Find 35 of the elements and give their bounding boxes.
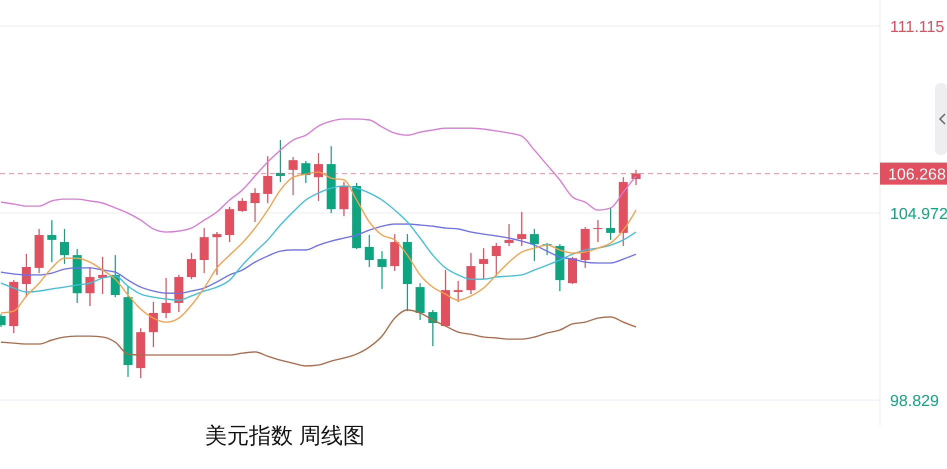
candlestick <box>454 280 463 303</box>
candlestick <box>47 220 56 263</box>
candlestick <box>85 266 94 307</box>
candlestick <box>301 160 310 184</box>
y-tick-label: 98.829 <box>890 393 940 410</box>
candlestick <box>187 252 196 280</box>
candlestick <box>250 188 260 223</box>
candlestick <box>200 227 209 274</box>
candlestick <box>288 156 298 196</box>
candlestick <box>364 234 374 268</box>
line-series <box>0 309 637 367</box>
candlestick <box>606 207 616 240</box>
candlestick <box>212 231 222 276</box>
candlestick <box>378 250 386 290</box>
candlestick <box>263 156 272 204</box>
candlestick <box>632 169 640 186</box>
candlestick <box>479 248 488 280</box>
candlestick <box>504 223 514 247</box>
candlestick <box>162 277 171 319</box>
text: 美元指数 周线图 <box>204 423 366 448</box>
y-tick-label: 111.115 <box>890 19 944 36</box>
ref-line-label: 106.268 <box>888 166 946 184</box>
candlestick <box>530 228 539 262</box>
candlestick <box>238 198 247 212</box>
line-series <box>0 185 637 301</box>
candlestick <box>339 181 348 217</box>
line-series <box>0 223 637 294</box>
candlestick <box>593 220 602 243</box>
candlestick <box>148 301 158 348</box>
candlestick <box>60 228 69 265</box>
candlestick <box>492 242 501 277</box>
candlestick <box>22 253 31 298</box>
candlestick <box>276 139 285 183</box>
y-tick-label: 104.972 <box>890 206 947 224</box>
candlestick <box>517 211 526 247</box>
